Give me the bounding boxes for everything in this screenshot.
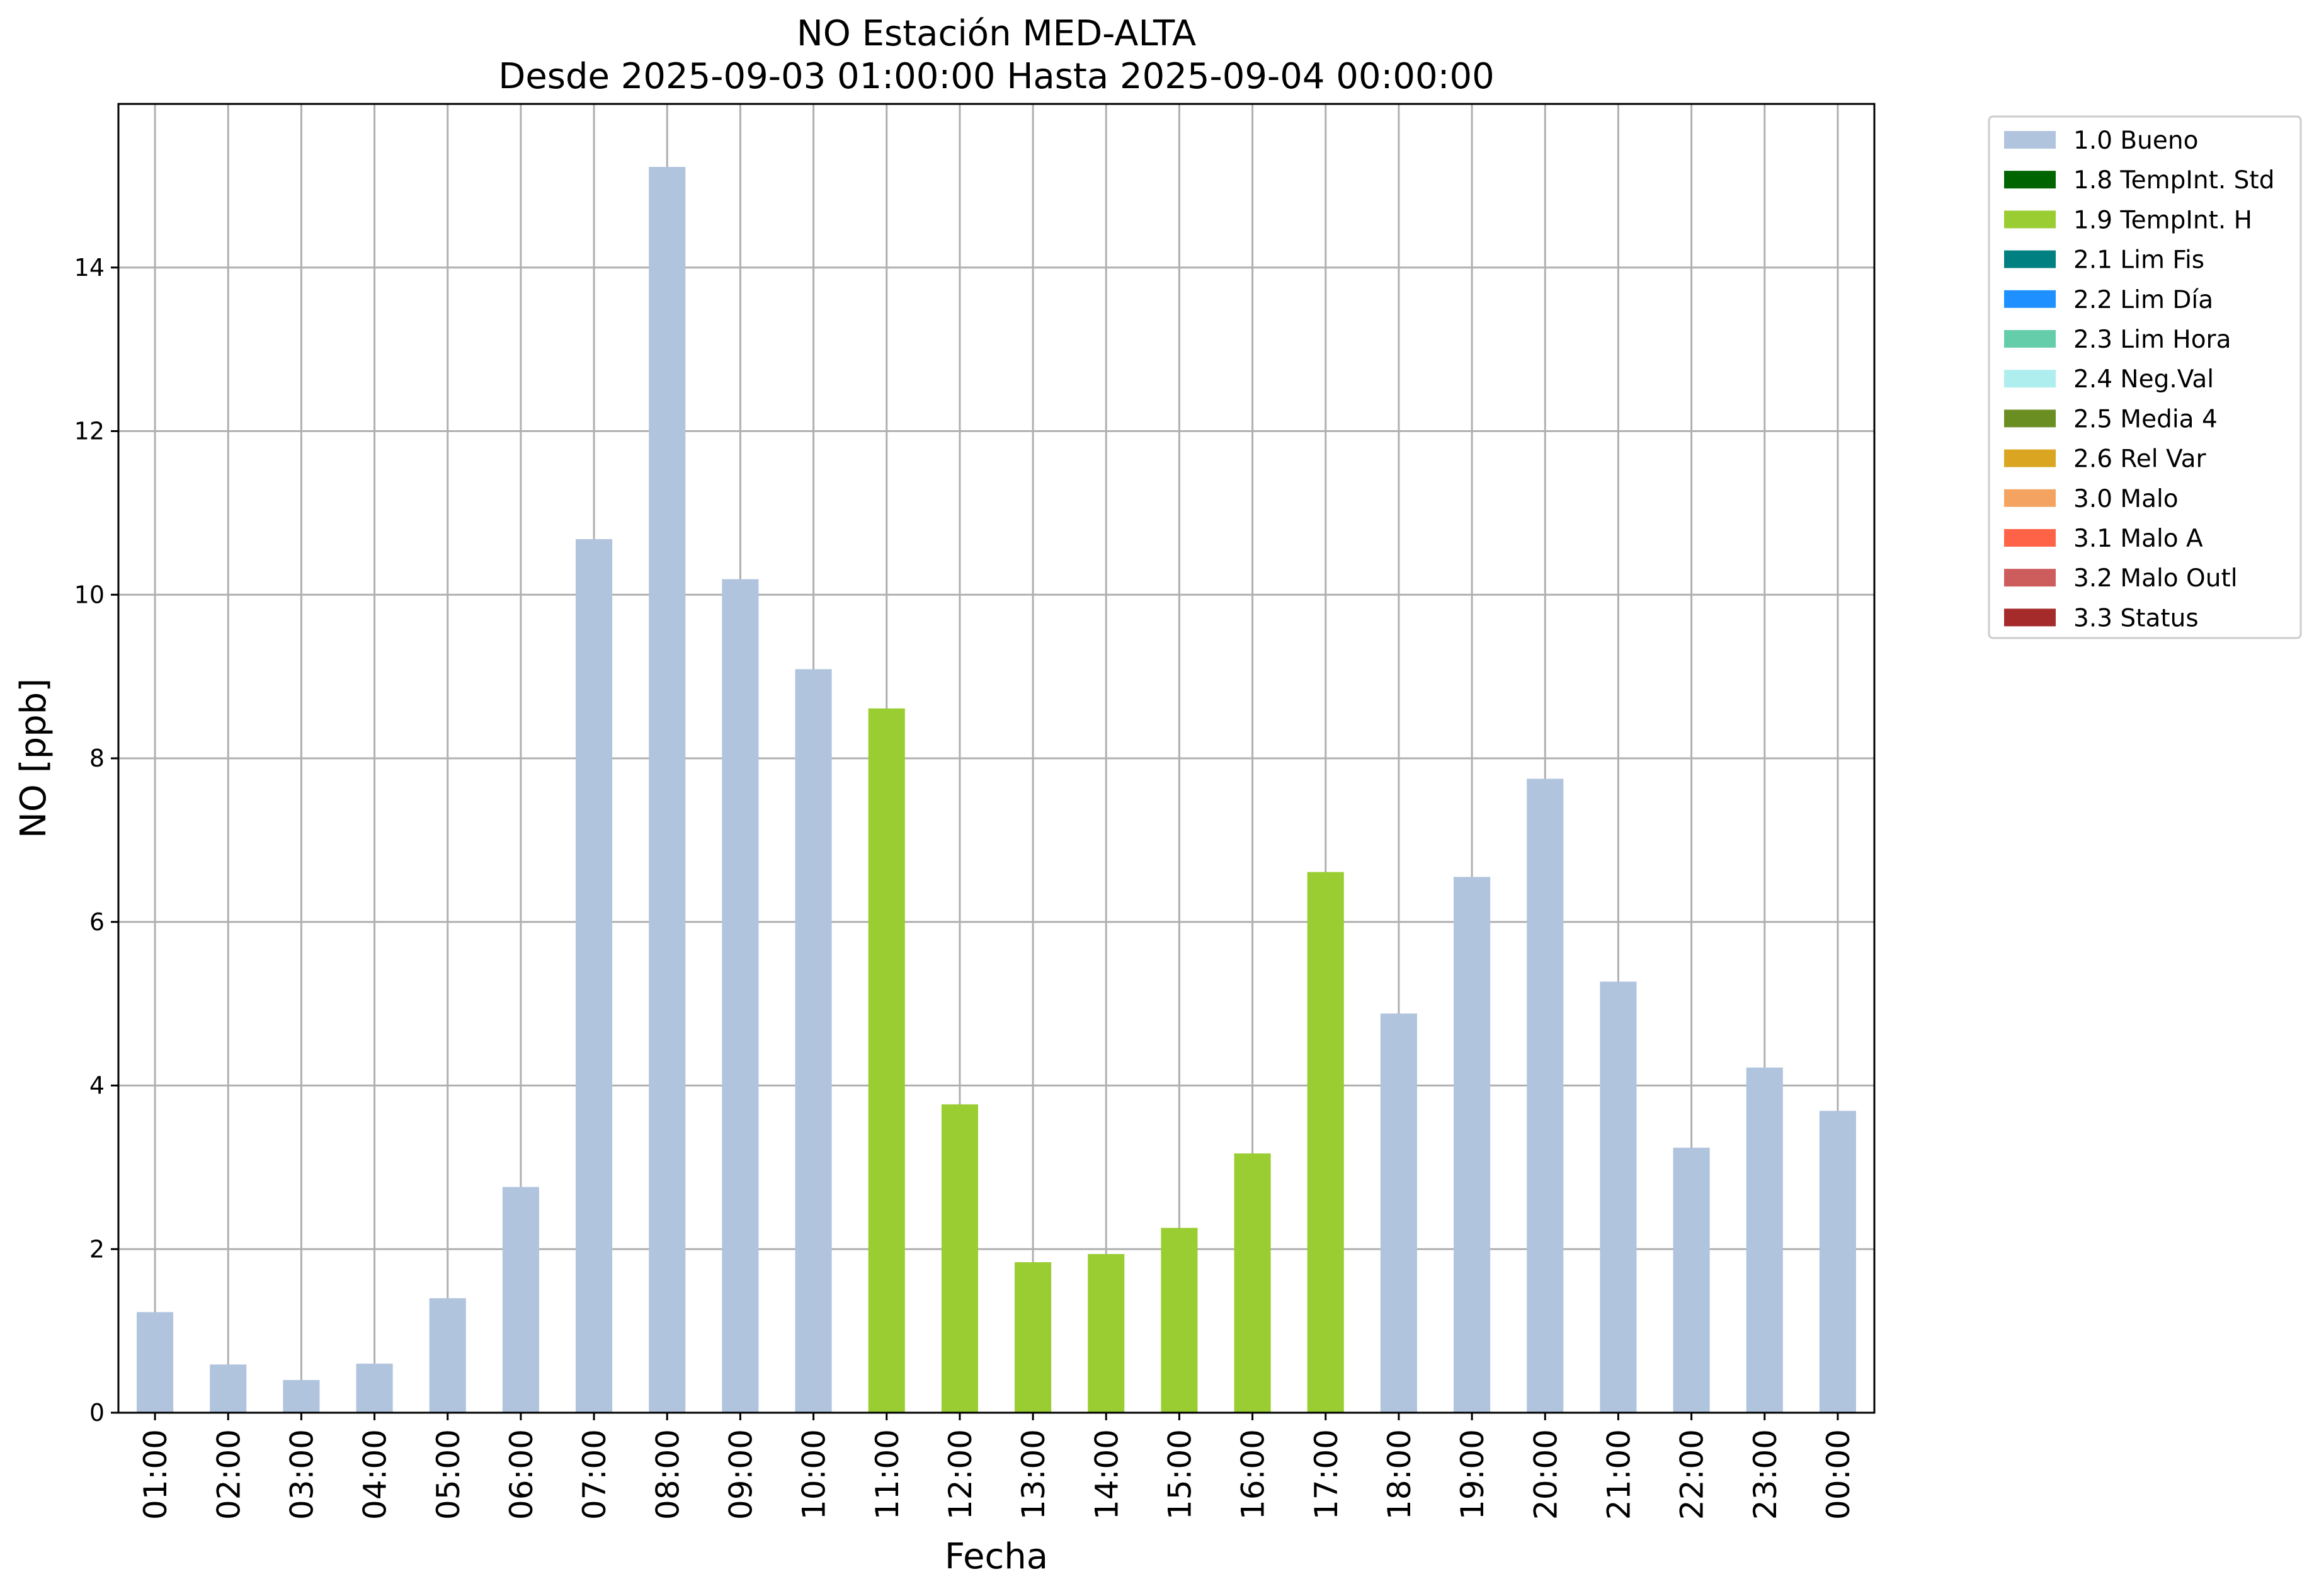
chart-title-line-1: NO Estación MED-ALTA xyxy=(797,13,1196,54)
legend-swatch xyxy=(2004,449,2056,467)
legend-label: 3.2 Malo Outl xyxy=(2073,564,2238,593)
bar xyxy=(795,669,832,1413)
bars xyxy=(137,167,1856,1413)
bar xyxy=(1307,872,1344,1413)
x-tick-label: 10:00 xyxy=(796,1429,833,1520)
legend-swatch xyxy=(2004,131,2056,149)
legend-swatch xyxy=(2004,171,2056,189)
legend-label: 2.4 Neg.Val xyxy=(2073,365,2214,394)
legend-swatch xyxy=(2004,290,2056,308)
x-axis-ticks: 01:00 02:00 03:00 04:00 05:00 06:00 07:00 08:00… xyxy=(137,1413,1857,1520)
legend-label: 1.0 Bueno xyxy=(2073,127,2198,155)
legend-label: 2.6 Rel Var xyxy=(2073,445,2207,474)
x-tick-label: 16:00 xyxy=(1235,1429,1272,1520)
bar xyxy=(1819,1110,1856,1413)
x-tick-label: 06:00 xyxy=(503,1429,540,1520)
x-tick-label: 07:00 xyxy=(576,1429,613,1520)
y-tick-label: 0 xyxy=(89,1399,105,1427)
bar xyxy=(1015,1262,1052,1413)
y-tick-label: 4 xyxy=(89,1072,105,1100)
legend-label: 2.2 Lim Día xyxy=(2073,286,2213,314)
x-tick-label: 19:00 xyxy=(1454,1429,1491,1520)
bar xyxy=(356,1364,393,1413)
x-tick-label: 02:00 xyxy=(210,1429,247,1520)
chart-title-line-2: Desde 2025-09-03 01:00:00 Hasta 2025-09-… xyxy=(498,56,1495,97)
y-tick-label: 14 xyxy=(74,254,105,282)
x-tick-label: 14:00 xyxy=(1088,1429,1125,1520)
y-tick-label: 8 xyxy=(89,744,105,772)
x-tick-label: 09:00 xyxy=(722,1429,759,1520)
y-axis-label: NO [ppb] xyxy=(13,678,54,838)
legend-swatch xyxy=(2004,330,2056,348)
bar xyxy=(429,1298,466,1413)
x-axis-label: Fecha xyxy=(945,1536,1048,1577)
legend-label: 1.9 TempInt. H xyxy=(2073,206,2252,234)
bar xyxy=(283,1380,320,1413)
x-tick-label: 21:00 xyxy=(1600,1429,1637,1520)
x-tick-label: 12:00 xyxy=(942,1429,979,1520)
x-tick-label: 03:00 xyxy=(283,1429,320,1520)
legend-label: 2.1 Lim Fis xyxy=(2073,246,2204,275)
bar xyxy=(1746,1067,1783,1413)
x-tick-label: 22:00 xyxy=(1674,1429,1711,1520)
legend-label: 3.3 Status xyxy=(2073,604,2199,632)
legend-label: 1.8 TempInt. Std xyxy=(2073,166,2274,195)
bar xyxy=(649,167,686,1413)
legend-label: 2.3 Lim Hora xyxy=(2073,326,2231,354)
legend-swatch xyxy=(2004,250,2056,268)
legend-swatch xyxy=(2004,370,2056,388)
x-tick-label: 05:00 xyxy=(430,1429,467,1520)
x-tick-label: 17:00 xyxy=(1308,1429,1345,1520)
y-axis-ticks: 0 2 4 6 8 10 12 14 xyxy=(74,254,118,1427)
bar xyxy=(1600,981,1637,1413)
legend-swatch xyxy=(2004,608,2056,627)
legend-swatch xyxy=(2004,489,2056,507)
legend-items: 1.0 Bueno 1.8 TempInt. Std 1.9 TempInt. H 2… xyxy=(2004,127,2274,632)
legend-label: 3.1 Malo A xyxy=(2073,525,2203,553)
x-tick-label: 01:00 xyxy=(137,1429,174,1520)
legend: 1.0 Bueno 1.8 TempInt. Std 1.9 TempInt. H 2… xyxy=(1988,115,2302,639)
bar xyxy=(210,1364,247,1413)
x-tick-label: 13:00 xyxy=(1015,1429,1052,1520)
y-tick-label: 10 xyxy=(74,581,105,608)
bar xyxy=(502,1187,539,1413)
x-tick-label: 23:00 xyxy=(1747,1429,1784,1520)
y-tick-label: 2 xyxy=(89,1235,105,1263)
bar xyxy=(1234,1153,1271,1413)
bar xyxy=(1454,877,1491,1413)
x-tick-label: 08:00 xyxy=(649,1429,686,1520)
legend-swatch xyxy=(2004,569,2056,587)
x-tick-label: 20:00 xyxy=(1527,1429,1564,1520)
bar xyxy=(1161,1228,1198,1413)
bar xyxy=(1673,1148,1710,1413)
legend-label: 2.5 Media 4 xyxy=(2073,405,2218,433)
bar xyxy=(576,539,613,1413)
legend-label: 3.0 Malo xyxy=(2073,485,2179,513)
bar xyxy=(868,708,905,1413)
x-tick-label: 15:00 xyxy=(1161,1429,1198,1520)
x-tick-label: 00:00 xyxy=(1820,1429,1857,1520)
bar xyxy=(941,1104,978,1413)
bar xyxy=(1380,1013,1417,1413)
x-tick-label: 18:00 xyxy=(1381,1429,1418,1520)
x-tick-label: 11:00 xyxy=(869,1429,906,1520)
legend-box xyxy=(1988,115,2302,639)
legend-swatch xyxy=(2004,529,2056,547)
legend-swatch xyxy=(2004,210,2056,229)
x-tick-label: 04:00 xyxy=(357,1429,394,1520)
legend-swatch xyxy=(2004,409,2056,428)
bar xyxy=(1088,1254,1125,1413)
bar xyxy=(1527,778,1564,1413)
bar xyxy=(137,1312,174,1413)
bar xyxy=(722,579,759,1413)
y-tick-label: 12 xyxy=(74,418,105,445)
y-tick-label: 6 xyxy=(89,908,105,936)
